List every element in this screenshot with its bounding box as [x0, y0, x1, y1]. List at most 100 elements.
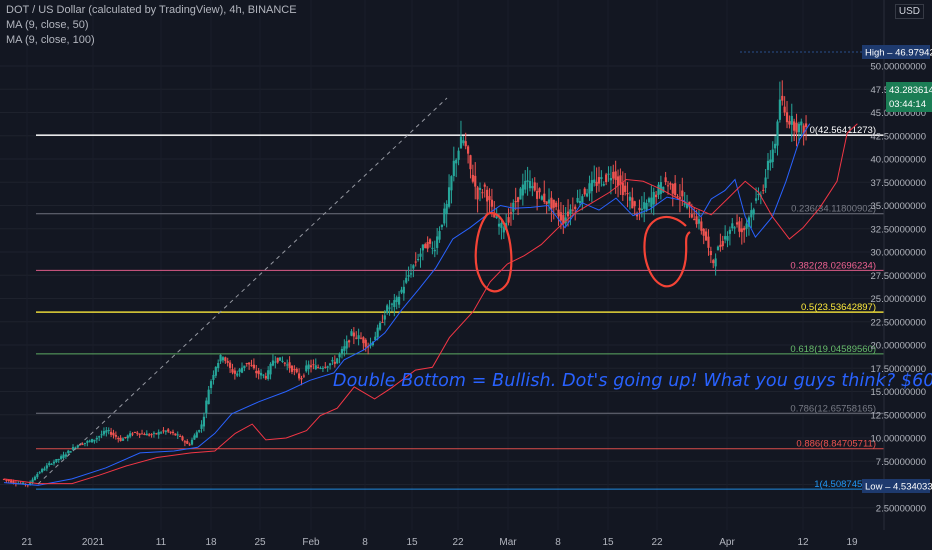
candle-body [90, 439, 94, 443]
candle-body [50, 463, 53, 465]
candle-body [447, 187, 451, 207]
candle-body [519, 188, 522, 200]
candle-body [171, 431, 175, 434]
candle-body [614, 171, 617, 181]
candle-body [219, 354, 222, 362]
candle-body [607, 173, 610, 175]
candle-body [355, 337, 358, 339]
x-tick-label: 11 [156, 537, 167, 548]
candle-body [276, 357, 279, 363]
candle-body [733, 227, 736, 229]
candle-body [443, 208, 446, 224]
candle-body [407, 275, 410, 277]
candle-body [388, 307, 391, 309]
candle-body [381, 321, 384, 323]
candle-body [785, 112, 789, 123]
candle-body [60, 456, 63, 459]
x-tick-label: 12 [797, 537, 809, 548]
y-tick-label: 7.50000000 [876, 457, 926, 468]
candle-body [350, 331, 353, 336]
candle-body [393, 300, 396, 307]
candle-body [726, 235, 729, 241]
fib-label: 0.886(8.84705711) [796, 439, 876, 450]
candle-body [638, 207, 641, 211]
candle-body [731, 223, 734, 229]
candle-body [233, 370, 236, 374]
candle-body [52, 461, 56, 464]
fib-label: 0.618(19.04589560) [790, 344, 876, 355]
candle-body [38, 472, 41, 474]
candle-body [305, 365, 308, 372]
candle-body [402, 286, 405, 294]
x-tick-label: 25 [254, 537, 266, 548]
candle-body [757, 194, 760, 196]
candle-body [83, 442, 87, 444]
candle-body [93, 439, 96, 442]
candle-body [236, 373, 239, 376]
fib-label: 1(4.50874574) [814, 479, 876, 490]
candle-body [471, 174, 474, 182]
candle-body [721, 240, 724, 247]
candle-body [383, 315, 386, 320]
candle-body [455, 159, 458, 164]
x-tick-label: 19 [846, 537, 858, 548]
low-tag-bg [862, 479, 930, 493]
candle-body [226, 360, 229, 363]
candle-body [631, 197, 634, 209]
candle-body [440, 224, 444, 228]
candle-body [117, 438, 120, 440]
currency-button[interactable]: USD [894, 4, 924, 19]
candle-body [31, 479, 34, 483]
candle-body [528, 181, 532, 189]
candle-body [588, 183, 591, 194]
candle-body [538, 188, 541, 193]
candle-body [69, 451, 72, 453]
candle-body [390, 303, 394, 305]
candle-body [110, 431, 113, 435]
candle-body [540, 196, 543, 200]
candle-body [12, 481, 15, 483]
candle-body [5, 479, 8, 481]
candle-body [198, 430, 201, 432]
candle-body [221, 357, 225, 361]
candle-body [576, 197, 579, 203]
candle-body [131, 433, 134, 435]
low-tag: Low – 4.53403397 [865, 482, 932, 493]
candle-body [552, 199, 555, 208]
candle-body [459, 136, 463, 149]
candle-body [157, 431, 160, 435]
candle-body [105, 430, 108, 433]
y-tick-label: 35.00000000 [871, 201, 926, 212]
candle-body [264, 376, 267, 379]
x-tick-label: 8 [555, 537, 561, 548]
candle-body [593, 179, 596, 183]
candle-body [669, 183, 672, 185]
y-tick-label: 25.00000000 [871, 294, 926, 305]
candle-body [112, 432, 115, 436]
candle-body [295, 368, 298, 373]
trend-line [37, 97, 448, 485]
candle-body [774, 143, 777, 149]
candle-body [193, 435, 196, 440]
candle-body [417, 259, 420, 261]
fib-label: 0.5(23.53642897) [801, 302, 876, 313]
candle-body [497, 223, 501, 227]
candle-body [88, 440, 91, 442]
candle-body [778, 99, 781, 120]
candle-body [502, 227, 505, 233]
candle-body [133, 431, 136, 433]
candle-body [633, 201, 636, 207]
candle-body [543, 193, 546, 202]
candle-body [209, 381, 213, 389]
candle-body [169, 431, 172, 433]
candle-body [526, 180, 529, 182]
candle-body [102, 431, 106, 435]
candle-body [71, 447, 75, 450]
candle-body [229, 362, 232, 368]
candle-body [40, 469, 44, 472]
candle-body [616, 176, 620, 186]
candle-body [445, 203, 448, 214]
candle-body [790, 115, 793, 125]
candle-body [716, 246, 720, 251]
